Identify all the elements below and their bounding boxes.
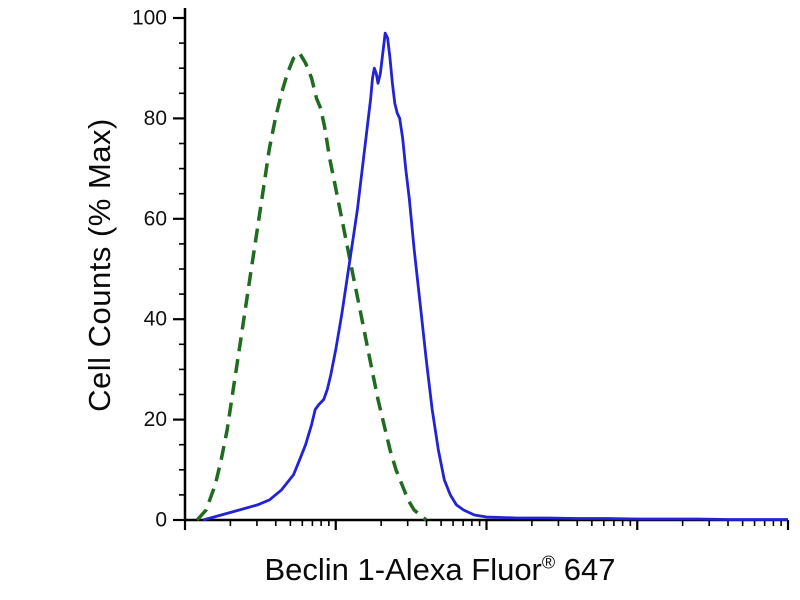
plot-area: 0 20 40 60 80 100 <box>132 7 790 532</box>
registered-trademark-symbol: ® <box>541 552 556 573</box>
control-curve <box>195 51 428 522</box>
x-axis-title-main: Beclin 1-Alexa Fluor <box>264 552 542 587</box>
y-tick-label: 20 <box>144 408 167 431</box>
y-tick-label: 100 <box>132 7 167 30</box>
x-axis-title-suffix: 647 <box>555 552 616 587</box>
y-tick-label: 0 <box>155 509 167 532</box>
y-axis-title: Cell Counts (% Max) <box>82 118 117 412</box>
y-tick-label: 80 <box>144 107 167 130</box>
x-axis-title: Beclin 1-Alexa Fluor® 647 <box>80 552 800 588</box>
y-tick-label: 40 <box>144 308 167 331</box>
beclin1-alexa647-curve <box>202 31 788 522</box>
y-tick-label: 60 <box>144 207 167 230</box>
